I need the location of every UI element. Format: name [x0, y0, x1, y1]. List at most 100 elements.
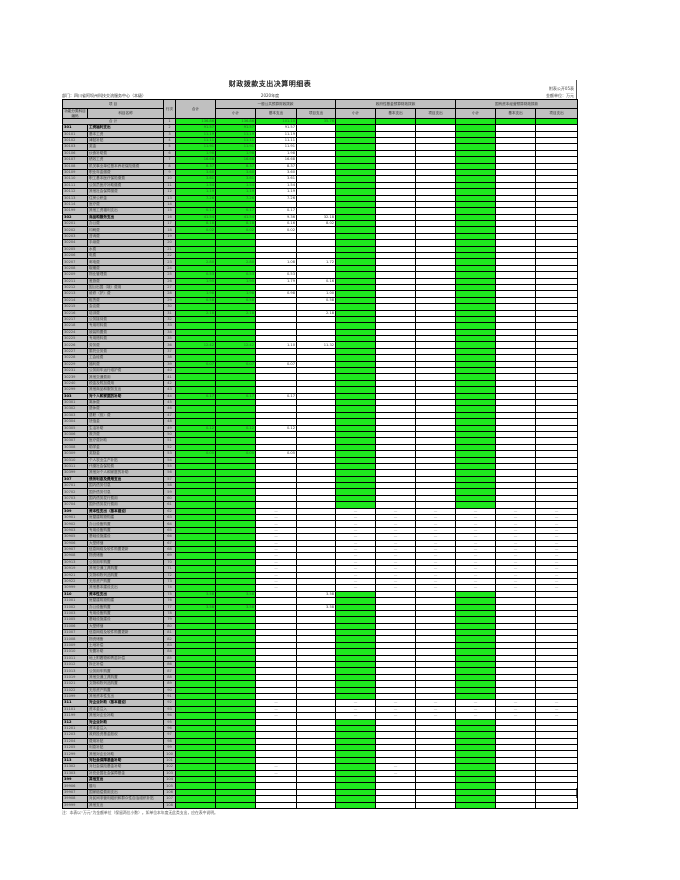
cell-gov-fund-project[interactable] [415, 360, 457, 369]
cell-general-basic[interactable] [255, 801, 297, 810]
cell-gov-fund-project[interactable] [415, 277, 457, 286]
cell-gov-fund-project[interactable] [415, 341, 457, 349]
cell-general-project[interactable]: 1.72 [295, 258, 337, 266]
cell-general-project[interactable] [295, 488, 337, 496]
cell-general-project[interactable] [295, 418, 337, 426]
cell-gov-fund-project[interactable] [415, 117, 457, 126]
cell-general-project[interactable] [295, 271, 337, 279]
cell-soe-project[interactable] [535, 392, 579, 401]
row-line-no[interactable]: 108 [163, 801, 176, 810]
cell-general-project[interactable] [295, 392, 337, 401]
cell-soe-project[interactable] [535, 450, 579, 458]
cell-gov-fund-project[interactable] [415, 482, 457, 490]
cell-soe-project[interactable] [535, 418, 579, 426]
cell-soe-project[interactable] [535, 283, 579, 292]
row-code[interactable]: 39999 [62, 801, 88, 810]
cell-soe-project[interactable] [535, 271, 579, 279]
cell-soe-project[interactable] [535, 367, 579, 375]
row-name[interactable]: 对民间非营利组织和群众性自治组织补贴 [87, 795, 164, 803]
cell-gov-fund-project[interactable] [415, 373, 457, 381]
cell-gov-fund-project[interactable] [415, 437, 457, 445]
cell-soe-project[interactable] [535, 462, 579, 471]
cell-general-project[interactable] [295, 360, 337, 369]
cell-soe-project[interactable] [535, 354, 579, 362]
cell-gov-fund-project[interactable] [415, 398, 457, 407]
cell-gov-fund-project[interactable] [415, 469, 457, 477]
cell-soe-project[interactable] [535, 501, 579, 509]
cell-soe-project[interactable] [535, 411, 579, 420]
cell-general-project[interactable]: 0.16 [295, 277, 337, 286]
cell-general-project[interactable] [295, 347, 337, 356]
cell-gov-fund-basic[interactable] [375, 801, 417, 810]
cell-soe-project[interactable] [535, 309, 579, 317]
cell-soe-project[interactable] [535, 322, 579, 330]
cell-general-project[interactable] [295, 251, 337, 260]
cell-soe-project[interactable] [535, 328, 579, 337]
cell-gov-fund-project[interactable] [415, 309, 457, 317]
cell-gov-fund-subtotal[interactable] [335, 801, 377, 810]
cell-soe-project[interactable] [535, 437, 579, 445]
cell-general-project[interactable] [295, 424, 337, 432]
cell-gov-fund-project[interactable] [415, 251, 457, 260]
cell-gov-fund-project[interactable] [415, 264, 457, 273]
cell-soe-project[interactable] [535, 277, 579, 286]
cell-general-project[interactable] [295, 303, 337, 311]
cell-soe-project[interactable] [535, 386, 579, 394]
cell-general-project[interactable] [295, 430, 337, 439]
cell-general-project[interactable] [295, 482, 337, 490]
cell-gov-fund-project[interactable] [415, 347, 457, 356]
cell-gov-fund-project[interactable] [415, 335, 457, 343]
cell-gov-fund-project[interactable] [415, 303, 457, 311]
cell-general-project[interactable] [295, 801, 337, 810]
cell-general-project[interactable] [295, 283, 337, 292]
cell-gov-fund-project[interactable] [415, 418, 457, 426]
cell-gov-fund-project[interactable] [415, 405, 457, 413]
cell-soe-project[interactable] [535, 469, 579, 477]
cell-gov-fund-project[interactable] [415, 494, 457, 503]
cell-soe-project[interactable] [535, 482, 579, 490]
cell-general-project[interactable] [295, 335, 337, 343]
cell-general-project[interactable] [295, 475, 337, 484]
cell-gov-fund-project[interactable] [415, 462, 457, 471]
row-name[interactable]: 其他支出 [87, 801, 164, 810]
cell-gov-fund-project[interactable] [415, 801, 457, 810]
cell-gov-fund-project[interactable] [415, 328, 457, 337]
cell-soe-project[interactable] [535, 379, 579, 388]
cell-general-project[interactable] [295, 469, 337, 477]
cell-soe-project[interactable] [535, 264, 579, 273]
cell-general-project[interactable] [295, 405, 337, 413]
cell-soe-project[interactable] [535, 315, 579, 324]
cell-general-project[interactable]: 1.00 [295, 290, 337, 298]
cell-gov-fund-project[interactable] [415, 258, 457, 266]
cell-general-subtotal[interactable] [215, 801, 256, 810]
cell-gov-fund-project[interactable] [415, 322, 457, 330]
cell-soe-project[interactable] [535, 405, 579, 413]
cell-general-project[interactable] [295, 367, 337, 375]
cell-gov-fund-project[interactable] [415, 367, 457, 375]
cell-gov-fund-project[interactable] [415, 430, 457, 439]
cell-gov-fund-project[interactable] [415, 296, 457, 305]
cell-general-project[interactable]: 35.76 [295, 117, 337, 126]
cell-gov-fund-project[interactable] [415, 456, 457, 464]
cell-general-project[interactable] [295, 411, 337, 420]
cell-soe-project[interactable] [535, 341, 579, 349]
cell-soe-project[interactable] [535, 335, 579, 343]
cell-gov-fund-project[interactable] [415, 271, 457, 279]
cell-soe-basic[interactable] [495, 801, 537, 810]
cell-soe-project[interactable] [535, 424, 579, 432]
cell-general-project[interactable] [295, 315, 337, 324]
cell-general-project[interactable] [295, 501, 337, 509]
cell-soe-project[interactable] [535, 258, 579, 266]
cell-total[interactable] [175, 801, 216, 810]
cell-soe-project[interactable] [535, 430, 579, 439]
cell-soe-project[interactable] [535, 303, 579, 311]
cell-gov-fund-project[interactable] [415, 283, 457, 292]
cell-general-project[interactable] [295, 354, 337, 362]
cell-gov-fund-project[interactable] [415, 379, 457, 388]
cell-gov-fund-project[interactable] [415, 450, 457, 458]
cell-soe-project[interactable] [535, 456, 579, 464]
cell-soe-project[interactable] [535, 347, 579, 356]
cell-gov-fund-project[interactable] [415, 475, 457, 484]
cell-general-project[interactable] [295, 443, 337, 452]
cell-gov-fund-project[interactable] [415, 290, 457, 298]
